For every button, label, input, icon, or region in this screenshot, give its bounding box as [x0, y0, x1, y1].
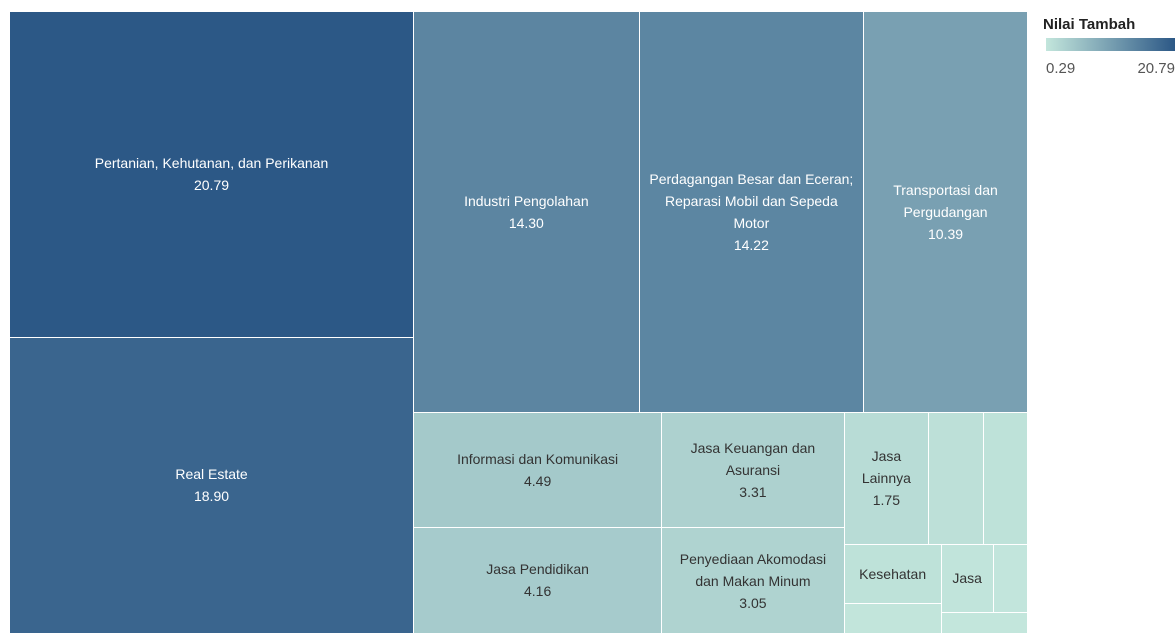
- tile-value: 3.31: [739, 484, 767, 501]
- tile: Kesehatan: [844, 544, 942, 604]
- tile-label: Pertanian, Kehutanan, dan Perikanan: [94, 155, 329, 172]
- tile: Industri Pengolahan 14.30: [414, 12, 640, 414]
- tile-label: Jasa Keuangan dan Asuransi: [690, 440, 816, 479]
- tile: [941, 612, 1028, 634]
- tile: Transportasi dan Pergudangan 10.39: [864, 12, 1028, 414]
- tile: [993, 544, 1028, 613]
- tile: Jasa: [941, 544, 994, 613]
- tile-value: 18.90: [193, 488, 230, 505]
- legend-title: Nilai Tambah: [1043, 16, 1136, 33]
- tile-label: Informasi dan Komunikasi: [457, 451, 619, 468]
- legend-max: 20.79: [1137, 60, 1175, 77]
- tile: [983, 413, 1028, 545]
- tile-value: 20.79: [193, 177, 230, 194]
- tile-label: Jasa Lainnya: [861, 448, 911, 487]
- tile: Pertanian, Kehutanan, dan Perikanan 20.79: [10, 12, 415, 338]
- legend-gradient: [1046, 38, 1175, 51]
- tile-value: 14.22: [733, 237, 769, 254]
- tile-value: 4.49: [523, 473, 552, 490]
- tile-label: Jasa Pendidikan: [486, 561, 589, 578]
- treemap: Pertanian, Kehutanan, dan Perikanan 20.79…: [10, 12, 1028, 634]
- tile: Informasi dan Komunikasi 4.49: [414, 413, 663, 528]
- tile: Jasa Pendidikan 4.16: [414, 527, 663, 634]
- tile: Perdagangan Besar dan Eceran; Reparasi M…: [639, 12, 865, 414]
- tile-label: Perdagangan Besar dan Eceran; Reparasi M…: [649, 171, 854, 232]
- tile-label: Kesehatan: [859, 565, 927, 582]
- tile-value: 4.16: [523, 583, 552, 600]
- tile-value: 10.39: [927, 226, 964, 243]
- tile: [929, 413, 984, 545]
- tile: Real Estate 18.90: [10, 337, 415, 634]
- tile: [844, 603, 942, 634]
- tile-value: 14.30: [508, 215, 544, 232]
- tile-label: Penyediaan Akomodasi dan Makan Minum: [679, 550, 827, 589]
- tile: Penyediaan Akomodasi dan Makan Minum 3.05: [662, 528, 845, 634]
- tile-label: Industri Pengolahan: [464, 193, 589, 210]
- tile-value: 3.05: [739, 594, 767, 611]
- tile-value: 1.75: [872, 492, 900, 509]
- legend-min: 0.29: [1046, 60, 1076, 77]
- tile: Jasa Lainnya 1.75: [844, 413, 930, 545]
- tile-label: Jasa: [952, 570, 982, 587]
- tile-label: Transportasi dan Pergudangan: [893, 182, 998, 221]
- tile: Jasa Keuangan dan Asuransi 3.31: [662, 413, 845, 529]
- tile-label: Real Estate: [175, 466, 248, 483]
